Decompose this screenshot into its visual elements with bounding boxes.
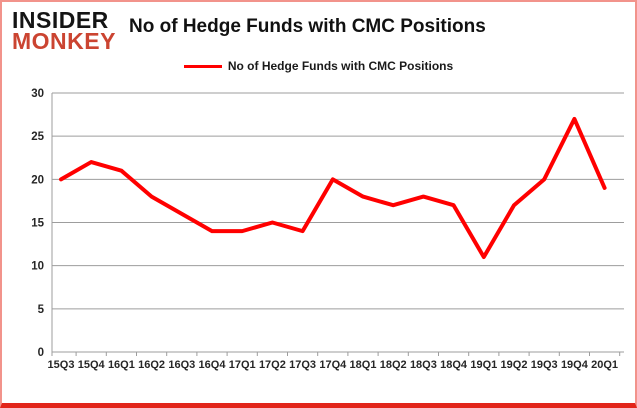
x-tick-label: 16Q1 [108,359,135,371]
y-tick-label: 5 [38,304,45,316]
y-tick-label: 10 [31,261,44,273]
x-tick-label: 15Q4 [78,359,106,371]
x-tick-label: 17Q1 [229,359,256,371]
x-tick-label: 19Q4 [561,359,589,371]
x-tick-label: 18Q2 [380,359,407,371]
x-tick-label: 18Q4 [440,359,468,371]
legend-series-label: No of Hedge Funds with CMC Positions [227,59,454,73]
chart-legend: No of Hedge Funds with CMC Positions [2,59,635,73]
x-tick-label: 16Q3 [168,359,195,371]
x-tick-label: 16Q4 [199,359,227,371]
x-tick-label: 19Q2 [501,359,528,371]
y-tick-label: 0 [38,347,44,359]
x-tick-label: 19Q3 [531,359,558,371]
chart-title: No of Hedge Funds with CMC Positions [129,16,486,37]
insider-monkey-logo: INSIDER MONKEY [12,7,116,55]
x-tick-label: 15Q3 [48,359,75,371]
x-tick-label: 17Q4 [319,359,347,371]
y-tick-label: 25 [31,131,44,143]
x-tick-label: 18Q1 [350,359,377,371]
y-tick-label: 20 [31,174,44,186]
series-line [59,116,607,260]
logo-text-insider: INSIDER [12,7,109,33]
x-tick-label: 17Q3 [289,359,316,371]
x-tick-label: 18Q3 [410,359,437,371]
y-tick-label: 30 [31,88,44,100]
legend-line-swatch [183,64,222,68]
x-tick-label: 19Q1 [470,359,497,371]
x-tick-label: 16Q2 [138,359,165,371]
x-tick-label: 17Q2 [259,359,286,371]
y-tick-label: 15 [31,218,44,230]
logo-text-monkey: MONKEY [12,28,116,55]
x-tick-label: 20Q1 [591,359,618,371]
